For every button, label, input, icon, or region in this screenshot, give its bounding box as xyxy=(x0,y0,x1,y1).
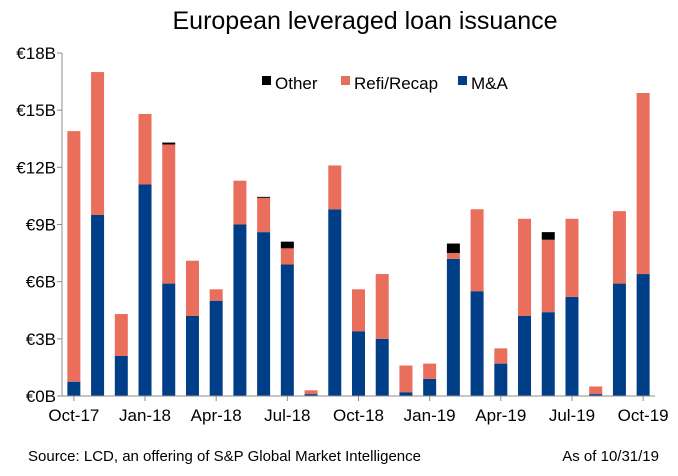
x-tick-label: Jul-18 xyxy=(264,406,310,425)
bar-ma-may-18 xyxy=(233,224,247,396)
x-tick-label: Oct-19 xyxy=(618,406,669,425)
x-tick-label: Oct-17 xyxy=(48,406,99,425)
bar-refi-recap-apr-19 xyxy=(494,348,508,364)
bar-refi-recap-oct-19 xyxy=(636,93,650,275)
y-tick-label: €0B xyxy=(26,387,56,406)
legend-swatch-ma xyxy=(458,76,467,85)
bar-refi-recap-mar-18 xyxy=(185,260,199,316)
y-tick-label: €12B xyxy=(16,158,56,177)
bar-ma-feb-19 xyxy=(446,258,460,396)
bar-refi-recap-dec-18 xyxy=(399,365,413,393)
y-tick-label: €9B xyxy=(26,216,56,235)
x-axis: Oct-17 Jan-18 Apr-18 Jul-18 Oct-18 Jan-19 Apr-… xyxy=(48,395,669,425)
y-axis: €0B €3B €6B €9B €12B €15B €18B xyxy=(16,44,63,406)
bar-ma-jul-18 xyxy=(280,264,294,396)
bar-ma-mar-18 xyxy=(185,315,199,396)
legend-label-refi-recap: Refi/Recap xyxy=(354,74,438,93)
bar-ma-may-19 xyxy=(518,315,532,396)
bar-refi-recap-aug-19 xyxy=(589,386,603,395)
bar-refi-recap-nov-17 xyxy=(91,72,105,215)
bar-other-jun-18 xyxy=(257,196,271,198)
bar-ma-aug-18 xyxy=(304,394,318,396)
bar-refi-recap-sep-18 xyxy=(328,165,342,210)
bar-refi-recap-feb-19 xyxy=(446,253,460,259)
bar-ma-jun-18 xyxy=(257,232,271,396)
bar-ma-aug-19 xyxy=(589,394,603,396)
legend-swatch-other xyxy=(262,76,271,85)
bar-ma-oct-19 xyxy=(636,274,650,396)
bar-other-feb-18 xyxy=(162,142,176,145)
bar-refi-recap-dec-17 xyxy=(114,314,128,356)
bar-refi-recap-mar-19 xyxy=(470,209,484,292)
x-tick-label: Apr-18 xyxy=(191,406,242,425)
bar-ma-apr-19 xyxy=(494,363,508,396)
y-tick-label: €15B xyxy=(16,101,56,120)
source-note: Source: LCD, an offering of S&P Global M… xyxy=(28,448,421,465)
bar-refi-recap-nov-18 xyxy=(375,274,389,339)
legend: Other Refi/Recap M&A xyxy=(262,74,509,93)
y-tick-label: €18B xyxy=(16,44,56,63)
bar-ma-dec-17 xyxy=(114,355,128,396)
chart-title: European leveraged loan issuance xyxy=(173,7,558,35)
bar-refi-recap-feb-18 xyxy=(162,144,176,284)
bar-ma-oct-18 xyxy=(352,331,365,396)
bar-ma-jan-19 xyxy=(423,378,437,396)
x-tick-label: Jan-18 xyxy=(119,406,171,425)
bar-ma-dec-18 xyxy=(399,392,413,396)
bar-refi-recap-apr-18 xyxy=(209,289,223,301)
bar-refi-recap-jul-19 xyxy=(565,218,579,297)
bar-refi-recap-jan-19 xyxy=(423,363,437,379)
bar-other-jun-19 xyxy=(541,232,555,240)
legend-swatch-refi-recap xyxy=(341,76,350,85)
bar-ma-oct-17 xyxy=(67,381,81,396)
bar-refi-recap-oct-18 xyxy=(352,289,365,332)
y-tick-label: €3B xyxy=(26,330,56,349)
bar-ma-jul-19 xyxy=(565,296,579,396)
bars xyxy=(67,72,650,396)
bar-refi-recap-may-19 xyxy=(518,218,532,316)
bar-ma-apr-18 xyxy=(209,300,223,396)
bar-ma-jun-19 xyxy=(541,312,555,396)
bar-refi-recap-oct-17 xyxy=(67,131,81,382)
x-tick-label: Jul-19 xyxy=(549,406,595,425)
x-tick-label: Oct-18 xyxy=(333,406,384,425)
x-tick-label: Jan-19 xyxy=(404,406,456,425)
bar-ma-nov-17 xyxy=(91,214,105,396)
bar-ma-jan-18 xyxy=(138,184,152,396)
bar-refi-recap-jun-18 xyxy=(257,197,271,233)
bar-ma-sep-19 xyxy=(612,283,626,396)
bar-refi-recap-aug-18 xyxy=(304,390,318,395)
as-of-date: As of 10/31/19 xyxy=(562,448,659,465)
bar-ma-sep-18 xyxy=(328,209,342,396)
bar-ma-feb-18 xyxy=(162,283,176,396)
x-tick-label: Apr-19 xyxy=(475,406,526,425)
bar-refi-recap-may-18 xyxy=(233,180,247,225)
bar-refi-recap-jun-19 xyxy=(541,239,555,313)
bar-refi-recap-jan-18 xyxy=(138,113,152,185)
bar-ma-mar-19 xyxy=(470,291,484,396)
legend-label-other: Other xyxy=(275,74,318,93)
bar-other-jul-18 xyxy=(280,241,294,249)
y-tick-label: €6B xyxy=(26,273,56,292)
legend-label-ma: M&A xyxy=(471,74,509,93)
bar-refi-recap-sep-19 xyxy=(612,211,626,284)
bar-ma-nov-18 xyxy=(375,338,389,396)
bar-other-feb-19 xyxy=(446,243,460,254)
bar-refi-recap-jul-18 xyxy=(280,248,294,265)
